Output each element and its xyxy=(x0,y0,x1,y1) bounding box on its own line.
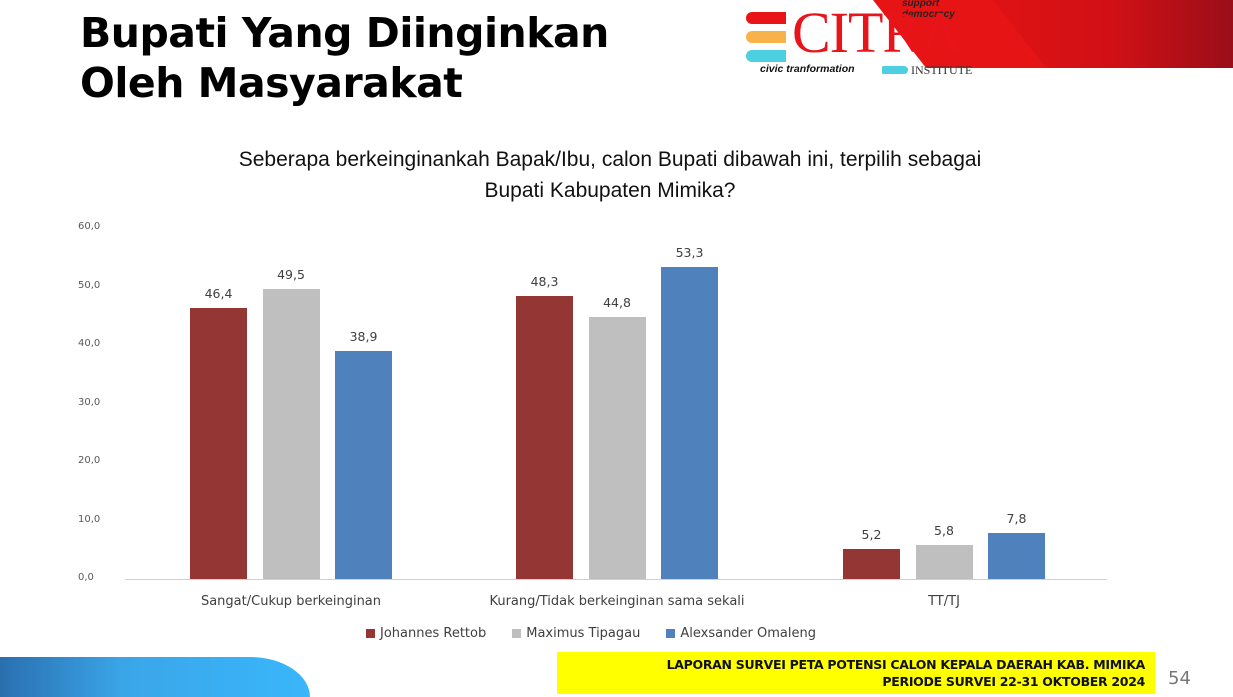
legend-item: Maximus Tipagau xyxy=(512,626,640,641)
logo-stripe-red xyxy=(746,12,786,24)
logo-institute: INSTITUTE xyxy=(911,63,973,77)
legend-label: Maximus Tipagau xyxy=(526,626,641,641)
category-label: Kurang/Tidak berkeinginan sama sekali xyxy=(489,594,745,609)
logo-stripe-orange xyxy=(746,31,786,43)
question-line-1: Seberapa berkeinginankah Bapak/Ibu, calo… xyxy=(238,148,982,171)
chart-question: Seberapa berkeinginankah Bapak/Ibu, calo… xyxy=(150,144,1070,206)
legend-swatch-icon xyxy=(366,629,375,638)
bar-value-label: 5,8 xyxy=(934,523,954,539)
y-tick-label: 20,0 xyxy=(78,455,101,466)
header-red-banner xyxy=(933,0,1233,68)
bar-johannes-rettob xyxy=(843,548,900,579)
bar-value-label: 53,3 xyxy=(675,245,704,261)
y-tick-label: 50,0 xyxy=(78,279,101,291)
bar-value-label: 49,5 xyxy=(277,267,305,283)
legend-swatch-icon xyxy=(666,629,676,638)
title-line-2: Oleh Masyarakat xyxy=(80,59,463,107)
y-tick-label: 10,0 xyxy=(78,513,101,525)
y-tick-label: 30,0 xyxy=(78,396,101,408)
bar-value-label: 38,9 xyxy=(349,329,378,345)
footer-line-1: LAPORAN SURVEI PETA POTENSI CALON KEPALA… xyxy=(666,657,1146,672)
chart-legend: Johannes Rettob Maximus Tipagau Alexsander… xyxy=(366,626,816,641)
bar-maximus-tipagau xyxy=(588,316,646,579)
bar-maximus-tipagau xyxy=(915,545,973,579)
slide-title: Bupati Yang Diinginkan Oleh Masyarakat xyxy=(80,8,609,108)
footer-blue-wave xyxy=(0,657,310,697)
legend-item: Alexsander Omaleng xyxy=(666,626,816,641)
logo-stripe-cyan xyxy=(746,50,786,62)
category-label: TT/TJ xyxy=(928,594,960,609)
legend-label: Johannes Rettob xyxy=(380,626,487,641)
logo-pill xyxy=(882,66,908,74)
legend-item: Johannes Rettob xyxy=(366,626,486,641)
bar-johannes-rettob xyxy=(516,296,573,579)
y-tick-label: 60,0 xyxy=(78,221,101,232)
legend-swatch-icon xyxy=(512,629,522,638)
bar-alexsander-omaleng xyxy=(335,351,392,579)
page-number: 54 xyxy=(1168,668,1191,689)
bar-value-label: 46,4 xyxy=(204,285,233,301)
bar-value-label: 48,3 xyxy=(530,274,559,290)
title-line-1: Bupati Yang Diinginkan xyxy=(80,9,609,57)
bar-value-label: 5,2 xyxy=(861,526,882,542)
bar-value-label: 7,8 xyxy=(1006,511,1027,527)
question-line-2: Bupati Kabupaten Mimika? xyxy=(484,179,736,202)
bar-johannes-rettob xyxy=(190,307,247,579)
y-tick-label: 0,0 xyxy=(78,572,94,583)
logo-tagline: support democracy xyxy=(902,0,955,20)
bar-alexsander-omaleng xyxy=(988,533,1045,579)
bar-alexsander-omaleng xyxy=(661,267,718,579)
bar-value-label: 44,8 xyxy=(603,294,631,310)
category-label: Sangat/Cukup berkeinginan xyxy=(200,594,382,609)
x-axis-line xyxy=(125,579,1107,580)
footer-report-banner: LAPORAN SURVEI PETA POTENSI CALON KEPALA… xyxy=(557,652,1155,694)
legend-label: Alexsander Omaleng xyxy=(680,626,816,641)
bar-maximus-tipagau xyxy=(262,289,320,579)
citra-logo: support democracy CITRA civic tranformat… xyxy=(744,0,994,80)
logo-subtitle: civic tranformation xyxy=(760,63,855,75)
y-tick-label: 40,0 xyxy=(78,338,101,349)
logo-wordmark: CITRA xyxy=(792,0,962,65)
footer-line-2: PERIODE SURVEI 22-31 OKTOBER 2024 xyxy=(882,674,1145,689)
